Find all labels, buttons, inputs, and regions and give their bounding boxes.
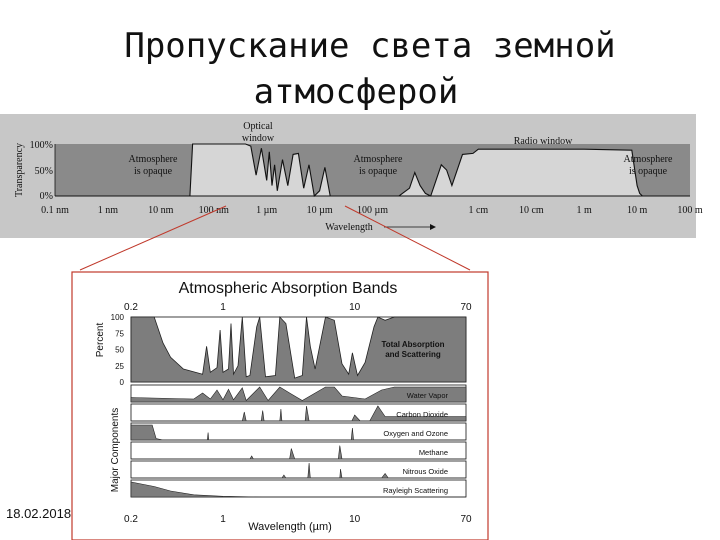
absorption-top-tick: 10 <box>349 302 361 313</box>
opaque-label-1a: Atmosphere <box>129 154 178 165</box>
slide-date: 18.02.2018 <box>6 506 72 521</box>
percent-ylabel: Percent <box>95 323 106 358</box>
absorption-bottom-tick: 0.2 <box>124 514 138 525</box>
absorption-bottom-tick: 70 <box>460 514 472 525</box>
component-strip-label: Rayleigh Scattering <box>383 486 448 495</box>
optical-window-label-1: Optical <box>243 121 273 132</box>
transparency-xtick: 1 m <box>577 205 593 216</box>
slide-title-line1: Пропускание света земной <box>124 26 616 66</box>
percent-y-ticks: 0 25 50 75 100 <box>111 313 125 387</box>
percent-ytick: 50 <box>115 346 124 355</box>
components-ylabel: Major Components <box>110 408 121 492</box>
transparency-xtick: 100 m <box>677 205 703 216</box>
ytick-0: 0% <box>40 191 53 202</box>
absorption-top-ticks: 0.2 1 10 70 <box>124 302 472 313</box>
opaque-label-1b: is opaque <box>134 166 173 177</box>
component-strip-area <box>130 481 466 498</box>
total-absorption-label-1: Total Absorption <box>381 340 444 349</box>
component-strip-area <box>130 424 466 441</box>
ytick-100: 100% <box>30 140 53 151</box>
percent-ytick: 25 <box>115 362 124 371</box>
component-strip-area <box>131 445 466 460</box>
component-strip-label: Methane <box>419 448 448 457</box>
component-strip-frame <box>130 441 467 460</box>
transparency-xtick: 100 µm <box>357 205 388 216</box>
transparency-x-ticks: 0.1 nm 1 nm 10 nm 100 nm 1 µm 10 µm 100 µm 1 cm… <box>41 205 703 216</box>
transparency-curve <box>55 143 690 198</box>
absorption-bottom-tick: 1 <box>220 514 226 525</box>
absorption-top-tick: 1 <box>220 302 226 313</box>
transparency-xtick: 10 nm <box>148 205 174 216</box>
zoom-connector-left <box>79 205 227 271</box>
component-strip-label: Nitrous Oxide <box>403 467 448 476</box>
zoom-connector-right <box>344 205 471 271</box>
percent-ytick: 0 <box>120 378 125 387</box>
transparency-xtick: 100 nm <box>199 205 230 216</box>
component-strip-area <box>131 405 467 422</box>
transparency-xtick: 0.1 nm <box>41 205 69 216</box>
radio-window-label: Radio window <box>514 136 573 147</box>
transparency-xtick: 1 µm <box>256 205 277 216</box>
component-strip-area <box>130 386 467 403</box>
absorption-bottom-ticks: 0.2 1 10 70 <box>124 514 472 525</box>
component-strip-label: Water Vapor <box>407 391 449 400</box>
absorption-top-tick: 0.2 <box>124 302 138 313</box>
transparency-xtick: 10 m <box>627 205 648 216</box>
percent-ytick: 100 <box>111 313 125 322</box>
transparency-xtick: 10 µm <box>307 205 333 216</box>
transparency-xtick: 1 cm <box>468 205 488 216</box>
transparency-xlabel: Wavelength <box>325 222 373 233</box>
absorption-top-tick: 70 <box>460 302 472 313</box>
transparency-chart: Transparency 100% 50% 0% 0.1 nm 1 nm 10 nm… <box>0 114 703 238</box>
transparency-ylabel: Transparency <box>14 143 25 197</box>
absorption-bottom-tick: 10 <box>349 514 361 525</box>
wavelength-arrow-head <box>430 224 436 230</box>
component-strip-area <box>131 462 466 479</box>
ytick-50: 50% <box>35 166 53 177</box>
absorption-title: Atmospheric Absorption Bands <box>179 280 398 297</box>
optical-window-label-2: window <box>242 133 275 144</box>
total-absorption-area <box>130 316 467 383</box>
slide-title-line2: атмосферой <box>253 72 459 112</box>
absorption-xlabel: Wavelength (µm) <box>248 521 332 533</box>
opaque-label-3b: is opaque <box>629 166 668 177</box>
component-strips: Water Vapor Carbon Dioxide Oxygen and Ozon… <box>130 384 467 498</box>
percent-ytick: 75 <box>115 329 124 338</box>
total-absorption-label-2: and Scattering <box>385 350 441 359</box>
transparency-xtick: 10 cm <box>519 205 544 216</box>
opaque-label-2b: is opaque <box>359 166 398 177</box>
transparency-xtick: 1 nm <box>98 205 119 216</box>
absorption-chart: Atmospheric Absorption Bands Percent Maj… <box>71 271 489 540</box>
component-strip-label: Oxygen and Ozone <box>383 429 448 438</box>
opaque-label-3a: Atmosphere <box>624 154 673 165</box>
opaque-label-2a: Atmosphere <box>354 154 403 165</box>
component-strip-label: Carbon Dioxide <box>396 410 448 419</box>
